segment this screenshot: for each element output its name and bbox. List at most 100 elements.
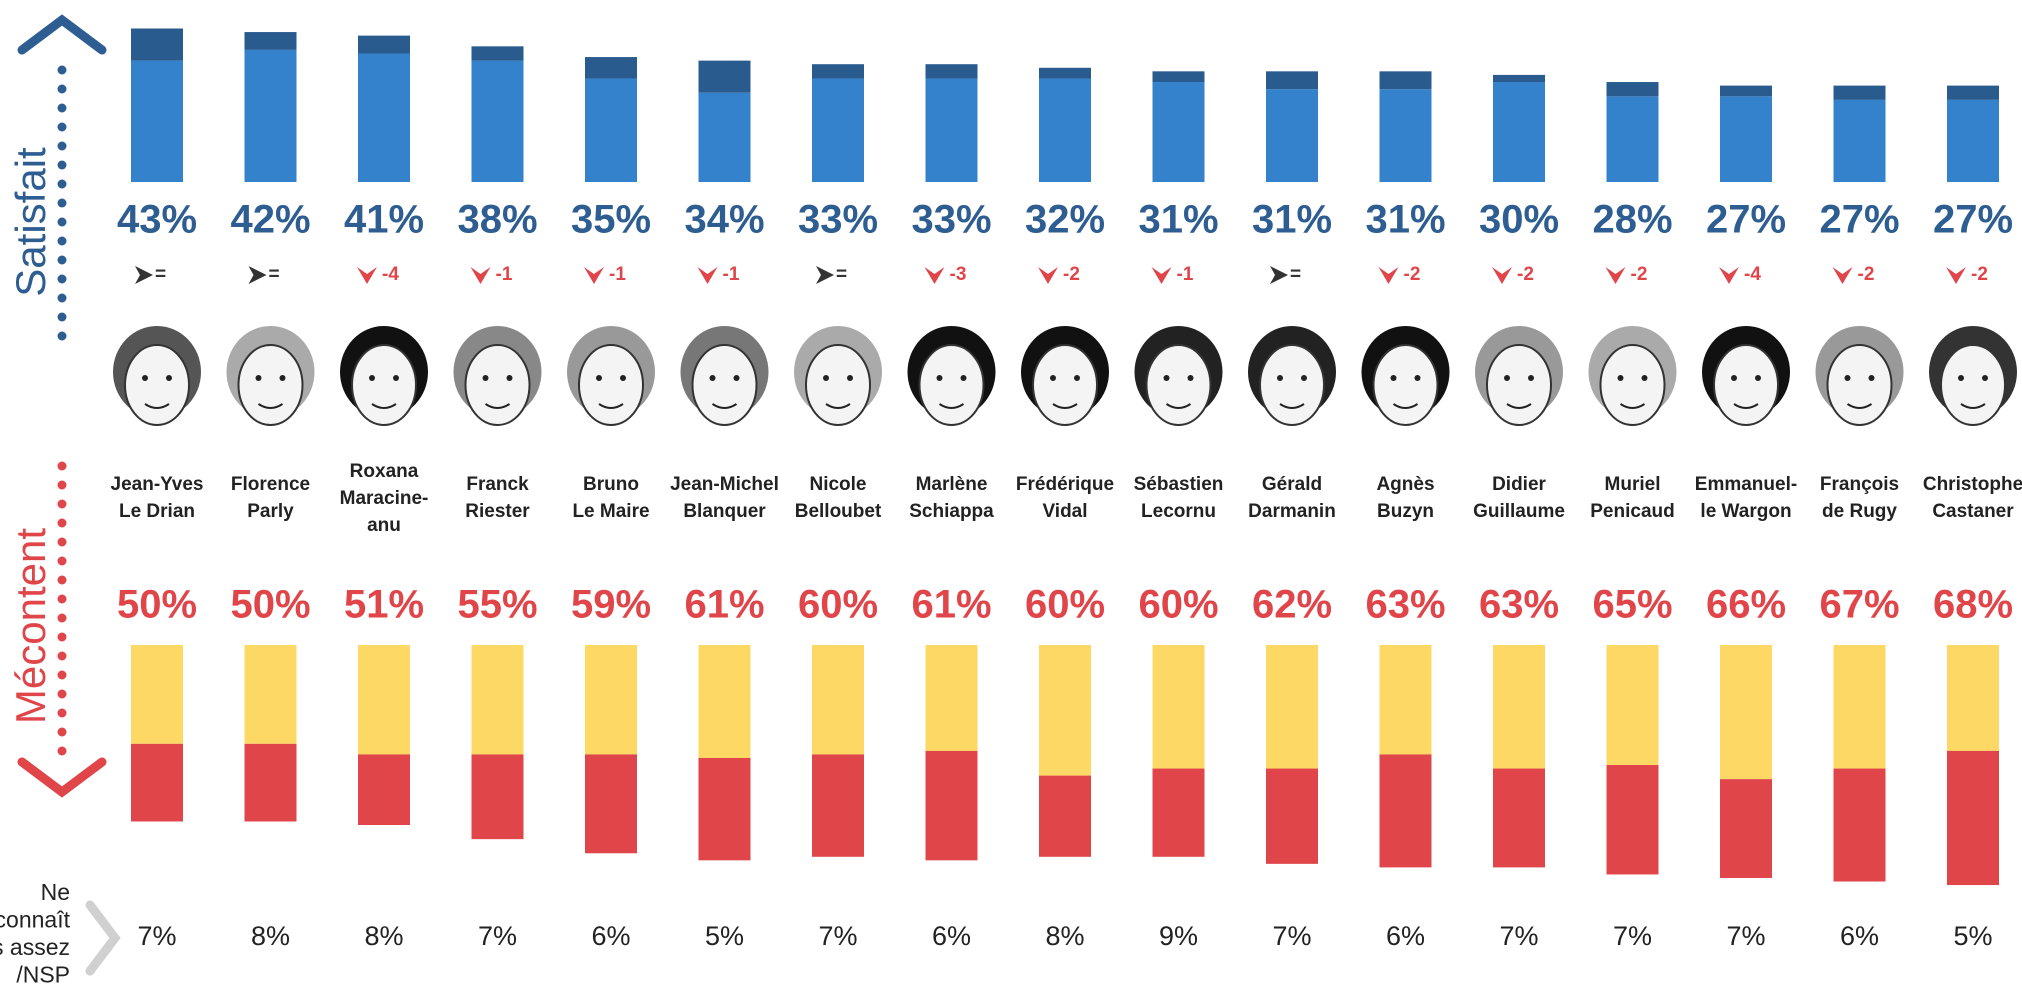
portrait bbox=[1929, 326, 2017, 426]
axis-dot bbox=[57, 670, 67, 680]
satisfied-label: 38% bbox=[457, 198, 537, 242]
arrow-icon bbox=[248, 266, 267, 284]
bar-segment bbox=[1720, 645, 1772, 780]
minister-name: Guillaume bbox=[1473, 501, 1565, 522]
bar-segment bbox=[471, 46, 524, 61]
minister-name: Le Maire bbox=[572, 501, 649, 522]
axis-dot bbox=[57, 312, 67, 322]
discontent-label: 62% bbox=[1252, 583, 1332, 627]
change-indicator: -3 bbox=[924, 264, 966, 285]
discontent-label: 68% bbox=[1933, 583, 2013, 627]
axis-dot bbox=[57, 708, 67, 718]
axis-dot bbox=[57, 556, 67, 566]
bar-segment bbox=[1266, 89, 1318, 182]
bar-segment bbox=[1039, 67, 1091, 79]
discontent-label: 60% bbox=[1025, 583, 1105, 627]
portrait bbox=[907, 326, 996, 426]
eye bbox=[960, 375, 967, 381]
change-label: -2 bbox=[1063, 264, 1080, 285]
discontent-label: 55% bbox=[457, 583, 537, 627]
bar-segment bbox=[1266, 645, 1318, 769]
face bbox=[237, 344, 304, 426]
eye bbox=[1414, 375, 1421, 381]
eye bbox=[1958, 375, 1964, 381]
axis-dot bbox=[57, 613, 67, 623]
eye bbox=[1755, 375, 1761, 381]
bar-segment bbox=[1379, 754, 1432, 868]
minister-name: Darmanin bbox=[1248, 501, 1336, 522]
change-indicator: -1 bbox=[470, 264, 513, 285]
minister-name: Roxana bbox=[350, 461, 419, 482]
bar-segment bbox=[1833, 99, 1886, 182]
bar-segment bbox=[925, 645, 978, 751]
minister-name: Agnès bbox=[1376, 474, 1434, 495]
face bbox=[1259, 344, 1325, 426]
minister-name: anu bbox=[367, 515, 401, 536]
change-indicator: -2 bbox=[1946, 264, 1988, 285]
nsp-value: 6% bbox=[932, 921, 971, 951]
nsp-value: 5% bbox=[1953, 921, 1992, 951]
change-indicator: = bbox=[135, 264, 166, 285]
discontent-label: 50% bbox=[230, 583, 310, 627]
minister-name: François bbox=[1820, 474, 1899, 495]
axis-dot bbox=[57, 689, 67, 699]
bar-segment bbox=[698, 757, 751, 861]
face bbox=[578, 344, 644, 426]
bar-segment bbox=[1947, 750, 1999, 886]
minister-name: Jean-Yves bbox=[111, 474, 204, 495]
nsp-value: 6% bbox=[1840, 921, 1879, 951]
eye bbox=[1982, 375, 1988, 381]
axis-dot bbox=[57, 65, 67, 75]
minister-name: le Wargon bbox=[1700, 501, 1791, 522]
bar-segment bbox=[812, 754, 864, 857]
minister-name: Muriel bbox=[1605, 474, 1661, 495]
bar-segment bbox=[585, 78, 637, 182]
minister-name: Schiappa bbox=[909, 501, 994, 522]
mouth bbox=[1392, 403, 1419, 409]
change-indicator: = bbox=[816, 264, 847, 285]
face bbox=[918, 344, 985, 426]
bar-segment bbox=[1152, 768, 1205, 857]
bar-segment bbox=[358, 754, 410, 826]
bar-segment bbox=[925, 78, 978, 182]
nsp-chevron bbox=[85, 900, 121, 976]
arrow-icon bbox=[584, 267, 604, 284]
nsp-value: 7% bbox=[1613, 921, 1652, 951]
satisfied-label: 31% bbox=[1138, 198, 1218, 242]
face bbox=[1372, 344, 1439, 426]
mouth bbox=[1619, 403, 1646, 409]
discontent-label: 61% bbox=[911, 583, 991, 627]
nsp-label: Ne bbox=[41, 879, 70, 905]
discontent-label: 60% bbox=[798, 583, 878, 627]
bar-segment bbox=[1493, 74, 1545, 83]
bar-segment bbox=[471, 754, 524, 840]
change-indicator: -1 bbox=[697, 264, 740, 285]
minister-name: Le Drian bbox=[119, 501, 195, 522]
change-indicator: -2 bbox=[1378, 264, 1420, 285]
bar-segment bbox=[1947, 645, 1999, 751]
axis-dot bbox=[57, 274, 67, 284]
bar-segment bbox=[244, 32, 297, 50]
axis-dot bbox=[57, 179, 67, 189]
axis-dot bbox=[57, 518, 67, 528]
bar-segment bbox=[244, 743, 297, 822]
bar-segment bbox=[1947, 99, 1999, 182]
minister-name: Castaner bbox=[1932, 501, 2014, 522]
change-label: = bbox=[155, 264, 166, 285]
satisfied-label: 28% bbox=[1592, 198, 1672, 242]
change-label: -1 bbox=[496, 264, 513, 285]
satisfied-label: 27% bbox=[1819, 198, 1899, 242]
axis-dot bbox=[57, 594, 67, 604]
face bbox=[1940, 344, 2006, 426]
bar-segment bbox=[358, 35, 410, 54]
change-indicator: -4 bbox=[1719, 264, 1761, 285]
change-indicator: -4 bbox=[357, 264, 399, 285]
eye bbox=[1641, 375, 1648, 381]
arrow-icon bbox=[1605, 267, 1626, 284]
change-label: -2 bbox=[1517, 264, 1534, 285]
bar-segment bbox=[1039, 775, 1091, 857]
mouth bbox=[1052, 403, 1078, 409]
eye bbox=[1504, 375, 1510, 381]
minister-name: Vidal bbox=[1042, 501, 1087, 522]
axis-dot bbox=[57, 255, 67, 265]
